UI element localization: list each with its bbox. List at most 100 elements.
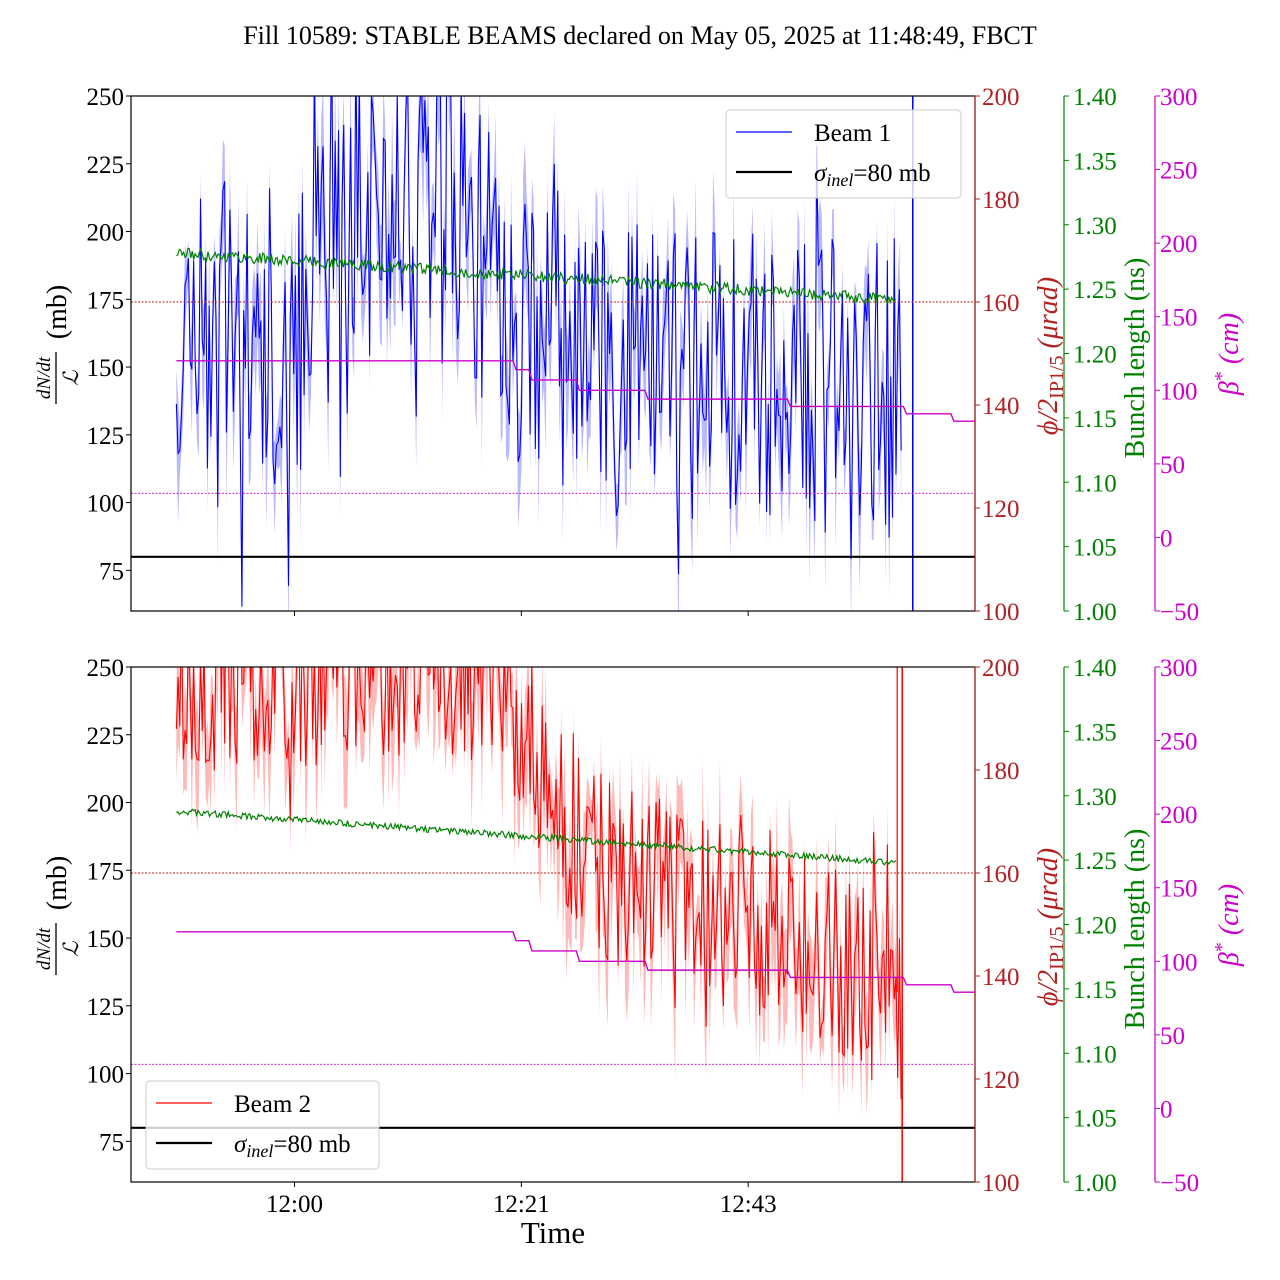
left-label-denominator: ℒ <box>59 941 83 957</box>
x-axis-label: Time <box>521 1215 585 1250</box>
left-axis-label: dN/dt ℒ (mb) <box>34 856 83 975</box>
inel-subscript: inel <box>826 170 853 190</box>
left-label-numerator: dN/dt <box>34 927 55 970</box>
beta-star-tick-label: 50 <box>1160 452 1185 479</box>
beta-star-tick-label: 150 <box>1160 876 1198 903</box>
crossing-angle-tick-label: 120 <box>982 1067 1020 1094</box>
urad-unit: (μrad) <box>1033 848 1064 927</box>
crossing-angle-tick-label: 180 <box>982 187 1020 214</box>
beta-star-tick-label: 300 <box>1160 84 1198 111</box>
beta-star-label: β* (cm) <box>1211 884 1245 967</box>
panel-1: 75 100 125 150 175 200 225 250 dN/dt ℒ (mb) 100 120 1… <box>34 84 1245 626</box>
beta-star-tick-label: 200 <box>1160 231 1198 258</box>
cm-unit: (cm) <box>1214 313 1245 371</box>
beta-star-tick-label: 100 <box>1160 949 1198 976</box>
bunch-length-tick-label: 1.25 <box>1073 848 1117 875</box>
left-tick-label: 100 <box>87 491 125 518</box>
beta-star-tick-label: 250 <box>1160 729 1198 756</box>
crossing-angle-label-text: ϕ/2IP1/5 (μrad) <box>1033 277 1068 435</box>
legend-sigma-label: σinel=80 mb <box>234 1131 351 1161</box>
left-label-unit: (mb) <box>42 856 73 910</box>
bunch-length-tick-label: 1.35 <box>1073 719 1117 746</box>
beta-star-tick-label: 0 <box>1160 525 1173 552</box>
sigma-symbol: σ <box>234 1131 248 1158</box>
left-tick-label: 225 <box>87 152 125 179</box>
beta-star-tick-label: 100 <box>1160 378 1198 405</box>
beta-star-label-text: β* (cm) <box>1211 884 1245 967</box>
crossing-angle-tick-label: 140 <box>982 964 1020 991</box>
bunch-length-line <box>176 247 897 306</box>
crossing-angle-tick-label: 120 <box>982 496 1020 523</box>
bunch-length-tick-label: 1.05 <box>1073 1106 1117 1133</box>
crossing-angle-tick-label: 200 <box>982 655 1020 682</box>
bunch-length-tick-label: 1.35 <box>1073 148 1117 175</box>
left-tick-label: 225 <box>87 723 125 750</box>
ip-subscript: IP1/5 <box>1046 355 1068 398</box>
chart-title: Fill 10589: STABLE BEAMS declared on May… <box>243 21 1037 50</box>
sigma-symbol: σ <box>814 160 828 187</box>
legend-beam-label: Beam 2 <box>234 1091 311 1118</box>
beta-star-line <box>176 931 975 993</box>
bunch-length-tick-label: 1.15 <box>1073 977 1117 1004</box>
bunch-length-tick-label: 1.00 <box>1073 1170 1117 1197</box>
beta-symbol: β <box>1214 952 1245 967</box>
x-tick-label: 12:43 <box>720 1191 777 1218</box>
bunch-length-tick-label: 1.40 <box>1073 655 1117 682</box>
beta-star-line <box>176 360 975 422</box>
beta-star-tick-label: 250 <box>1160 158 1198 185</box>
legend-sigma-label: σinel=80 mb <box>814 160 931 190</box>
crossing-angle-tick-label: 100 <box>982 1170 1020 1197</box>
beta-star-tick-label: 200 <box>1160 802 1198 829</box>
sigma-value: =80 mb <box>273 1131 350 1158</box>
left-tick-label: 200 <box>87 220 125 247</box>
beta-star-tick-label: 300 <box>1160 655 1198 682</box>
left-tick-label: 250 <box>87 84 125 111</box>
left-tick-label: 200 <box>87 791 125 818</box>
cm-unit: (cm) <box>1214 884 1245 942</box>
crossing-angle-tick-label: 160 <box>982 290 1020 317</box>
beta-symbol: β <box>1214 381 1245 396</box>
beta-star-tick-label: 0 <box>1160 1096 1173 1123</box>
beta-star-label: β* (cm) <box>1211 313 1245 396</box>
left-tick-label: 175 <box>87 287 125 314</box>
bunch-length-tick-label: 1.30 <box>1073 784 1117 811</box>
crossing-angle-label: ϕ/2IP1/5 (μrad) <box>1033 277 1068 435</box>
legend: Beam 1 σinel=80 mb <box>725 109 962 199</box>
left-tick-label: 175 <box>87 858 125 885</box>
crossing-angle-tick-label: 140 <box>982 393 1020 420</box>
left-tick-label: 75 <box>99 1129 124 1156</box>
beta-star-tick-label: −50 <box>1160 1170 1199 1197</box>
beta-star-label-text: β* (cm) <box>1211 313 1245 396</box>
x-tick-label: 12:00 <box>266 1191 323 1218</box>
left-tick-label: 75 <box>99 558 124 585</box>
left-tick-label: 125 <box>87 994 125 1021</box>
crossing-angle-label: ϕ/2IP1/5 (μrad) <box>1033 848 1068 1006</box>
left-label-numerator: dN/dt <box>34 356 55 399</box>
crossing-angle-tick-label: 200 <box>982 84 1020 111</box>
left-tick-label: 125 <box>87 423 125 450</box>
ip-subscript: IP1/5 <box>1046 926 1068 969</box>
bunch-length-label: Bunch length (ns) <box>1120 829 1151 1030</box>
crossing-angle-tick-label: 160 <box>982 861 1020 888</box>
bunch-length-line <box>176 808 897 866</box>
crossing-angle-label-text: ϕ/2IP1/5 (μrad) <box>1033 848 1068 1006</box>
left-axis-label: dN/dt ℒ (mb) <box>34 285 83 404</box>
panel-2: 75 100 125 150 175 200 225 250 dN/dt ℒ (mb) 100 120 1… <box>34 655 1245 1218</box>
beam2-uncertainty-band <box>176 667 902 1168</box>
bunch-length-tick-label: 1.30 <box>1073 213 1117 240</box>
crossing-angle-tick-label: 180 <box>982 758 1020 785</box>
phi-half: ϕ/2 <box>1033 970 1064 1006</box>
crossing-angle-tick-label: 100 <box>982 599 1020 626</box>
left-tick-label: 150 <box>87 355 125 382</box>
beta-star-tick-label: 50 <box>1160 1023 1185 1050</box>
beta-star-tick-label: −50 <box>1160 599 1199 626</box>
inel-subscript: inel <box>246 1141 273 1161</box>
bunch-length-tick-label: 1.25 <box>1073 277 1117 304</box>
star-superscript: * <box>1211 371 1233 381</box>
phi-half: ϕ/2 <box>1033 399 1064 435</box>
legend-beam-label: Beam 1 <box>814 120 891 147</box>
bunch-length-tick-label: 1.40 <box>1073 84 1117 111</box>
bunch-length-label: Bunch length (ns) <box>1120 258 1151 459</box>
left-label-denominator: ℒ <box>59 370 83 386</box>
